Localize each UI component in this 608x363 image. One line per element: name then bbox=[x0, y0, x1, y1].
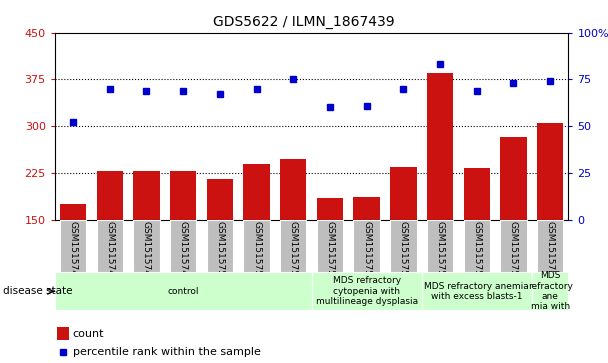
FancyBboxPatch shape bbox=[60, 220, 86, 272]
Text: GSM1515759: GSM1515759 bbox=[545, 221, 554, 282]
Bar bbox=[390, 167, 416, 220]
Text: percentile rank within the sample: percentile rank within the sample bbox=[73, 347, 261, 357]
Bar bbox=[60, 204, 86, 220]
Bar bbox=[500, 137, 527, 220]
Bar bbox=[537, 123, 564, 220]
FancyBboxPatch shape bbox=[133, 220, 160, 272]
FancyBboxPatch shape bbox=[353, 220, 380, 272]
FancyBboxPatch shape bbox=[280, 220, 306, 272]
Text: GSM1515749: GSM1515749 bbox=[179, 221, 188, 282]
Bar bbox=[207, 179, 233, 220]
Bar bbox=[353, 196, 380, 220]
FancyBboxPatch shape bbox=[537, 220, 564, 272]
Text: GSM1515755: GSM1515755 bbox=[399, 221, 408, 282]
Bar bbox=[463, 168, 490, 220]
FancyBboxPatch shape bbox=[243, 220, 270, 272]
FancyBboxPatch shape bbox=[390, 220, 416, 272]
Text: GSM1515751: GSM1515751 bbox=[252, 221, 261, 282]
Text: GSM1515756: GSM1515756 bbox=[435, 221, 444, 282]
Text: GSM1515750: GSM1515750 bbox=[215, 221, 224, 282]
Bar bbox=[57, 327, 69, 340]
FancyBboxPatch shape bbox=[207, 220, 233, 272]
FancyBboxPatch shape bbox=[97, 220, 123, 272]
Bar bbox=[243, 163, 270, 220]
Bar bbox=[422, 272, 532, 310]
FancyBboxPatch shape bbox=[317, 220, 343, 272]
Text: GSM1515758: GSM1515758 bbox=[509, 221, 518, 282]
FancyBboxPatch shape bbox=[170, 220, 196, 272]
Text: MDS refractory anemia
with excess blasts-1: MDS refractory anemia with excess blasts… bbox=[424, 282, 529, 301]
Bar bbox=[133, 171, 160, 220]
Text: disease state: disease state bbox=[3, 286, 72, 297]
FancyBboxPatch shape bbox=[500, 220, 527, 272]
Bar bbox=[532, 272, 568, 310]
Text: GSM1515757: GSM1515757 bbox=[472, 221, 482, 282]
Text: GSM1515748: GSM1515748 bbox=[142, 221, 151, 282]
Text: GSM1515752: GSM1515752 bbox=[289, 221, 298, 282]
Text: count: count bbox=[73, 329, 104, 339]
Bar bbox=[427, 73, 453, 220]
Text: GSM1515754: GSM1515754 bbox=[362, 221, 371, 282]
Text: GDS5622 / ILMN_1867439: GDS5622 / ILMN_1867439 bbox=[213, 15, 395, 29]
Text: GSM1515746: GSM1515746 bbox=[69, 221, 78, 282]
Text: MDS refractory
cytopenia with
multilineage dysplasia: MDS refractory cytopenia with multilinea… bbox=[316, 276, 418, 306]
Bar bbox=[280, 159, 306, 220]
Text: GSM1515753: GSM1515753 bbox=[325, 221, 334, 282]
FancyBboxPatch shape bbox=[427, 220, 453, 272]
Bar bbox=[55, 272, 311, 310]
Bar bbox=[170, 171, 196, 220]
FancyBboxPatch shape bbox=[463, 220, 490, 272]
Bar bbox=[97, 171, 123, 220]
Bar bbox=[317, 198, 343, 220]
Bar bbox=[311, 272, 422, 310]
Text: control: control bbox=[167, 287, 199, 296]
Text: GSM1515747: GSM1515747 bbox=[105, 221, 114, 282]
Text: MDS
refractory
ane
mia with: MDS refractory ane mia with bbox=[528, 271, 573, 311]
